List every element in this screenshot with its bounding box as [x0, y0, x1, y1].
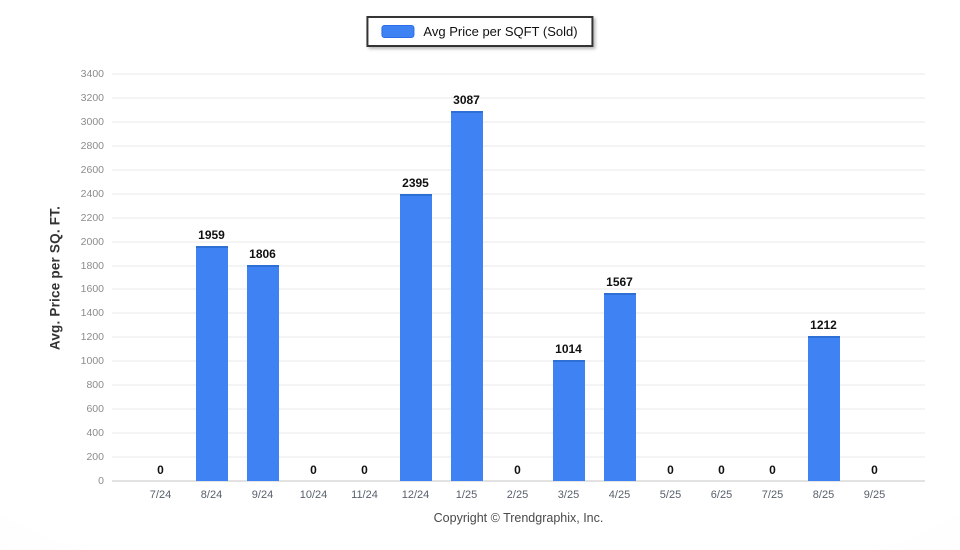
y-tick-label: 1400	[80, 307, 104, 320]
category-slot: 0 5/25	[645, 74, 696, 501]
y-tick-label: 2600	[80, 163, 104, 176]
category-slot: 0 2/25	[492, 74, 543, 501]
y-tick-label: 2000	[80, 235, 104, 248]
gridline	[112, 216, 925, 219]
plot-area: 0 7/24 1959 8/24 1806 9/24 0 10/24 0 11/24 2395 12/…	[112, 73, 925, 501]
legend-swatch-icon	[381, 25, 415, 38]
y-tick-label: 1600	[80, 283, 104, 296]
x-tick-label: 4/25	[608, 489, 631, 501]
x-tick-label: 8/24	[200, 489, 223, 501]
bar-12/24[interactable]	[399, 194, 432, 481]
category-slot: 1014 3/25	[543, 74, 594, 501]
bar-1/25[interactable]	[450, 111, 483, 481]
gridline	[112, 336, 925, 339]
value-label: 1014	[555, 342, 582, 356]
x-tick-label: 6/25	[710, 489, 733, 501]
gridline	[112, 384, 925, 387]
value-label: 3087	[453, 93, 480, 107]
legend-label: Avg Price per SQFT (Sold)	[423, 24, 578, 39]
gridline	[112, 408, 925, 411]
value-label: 0	[718, 463, 725, 477]
y-tick-label: 3000	[80, 115, 104, 128]
bar-4/25[interactable]	[603, 293, 636, 481]
category-slot: 1806 9/24	[237, 74, 288, 501]
category-slot: 1212 8/25	[798, 74, 849, 501]
gridline	[112, 480, 925, 482]
value-label: 1959	[198, 228, 225, 242]
value-label: 1567	[606, 275, 633, 289]
gridline	[112, 456, 925, 459]
value-label: 0	[310, 463, 317, 477]
x-tick-label: 12/24	[401, 489, 430, 501]
y-tick-label: 400	[86, 427, 104, 440]
category-slot: 3087 1/25	[441, 74, 492, 501]
bar-9/24[interactable]	[246, 265, 279, 481]
gridline	[112, 312, 925, 315]
category-slot: 1567 4/25	[594, 74, 645, 501]
gridline	[112, 432, 925, 435]
y-tick-label: 1000	[80, 355, 104, 368]
gridline	[112, 288, 925, 291]
y-tick-label: 3200	[80, 91, 104, 104]
y-tick-label: 3400	[80, 68, 104, 80]
category-slot: 0 11/24	[339, 74, 390, 501]
x-tick-label: 5/25	[659, 489, 682, 501]
y-tick-label: 2200	[80, 211, 104, 224]
gridline	[112, 192, 925, 195]
bar-8/24[interactable]	[195, 246, 228, 481]
value-label: 0	[157, 463, 164, 477]
value-label: 2395	[402, 176, 429, 190]
category-slot: 1959 8/24	[186, 74, 237, 501]
value-label: 0	[361, 463, 368, 477]
value-label: 1212	[810, 318, 837, 332]
y-tick-label: 1800	[80, 259, 104, 272]
value-label: 0	[514, 463, 521, 477]
x-tick-label: 11/24	[351, 489, 378, 501]
bar-slots: 0 7/24 1959 8/24 1806 9/24 0 10/24 0 11/24 2395 12/…	[135, 74, 900, 501]
gridline	[112, 264, 925, 267]
legend[interactable]: Avg Price per SQFT (Sold)	[366, 16, 594, 47]
gridline	[112, 120, 925, 123]
gridline	[112, 144, 925, 147]
x-tick-label: 10/24	[299, 489, 328, 501]
gridline	[112, 96, 925, 99]
y-tick-label: 2400	[80, 187, 104, 200]
bar-8/25[interactable]	[807, 336, 840, 481]
y-tick-label: 800	[86, 379, 104, 392]
category-slot: 0 6/25	[696, 74, 747, 501]
x-tick-label: 2/25	[506, 489, 529, 501]
y-tick-label: 0	[98, 475, 104, 487]
value-label: 0	[871, 463, 878, 477]
y-tick-label: 200	[86, 451, 104, 464]
value-label: 1806	[249, 247, 276, 261]
x-tick-label: 8/25	[812, 489, 835, 501]
y-axis-title: Avg. Price per SQ. FT.	[47, 205, 63, 351]
x-tick-label: 9/24	[251, 489, 274, 501]
category-slot: 0 9/25	[849, 74, 900, 501]
y-tick-label: 1200	[80, 331, 104, 344]
x-tick-label: 1/25	[455, 489, 478, 501]
gridline	[112, 73, 925, 75]
value-label: 0	[769, 463, 776, 477]
bar-3/25[interactable]	[552, 360, 585, 481]
category-slot: 2395 12/24	[390, 74, 441, 501]
y-tick-label: 600	[86, 403, 104, 416]
value-label: 0	[667, 463, 674, 477]
x-tick-label: 7/24	[149, 489, 172, 501]
x-tick-label: 7/25	[761, 489, 784, 501]
gridline	[112, 168, 925, 171]
category-slot: 0 7/25	[747, 74, 798, 501]
x-tick-label: 3/25	[557, 489, 580, 501]
gridline	[112, 360, 925, 363]
copyright-text: Copyright © Trendgraphix, Inc.	[433, 511, 604, 525]
category-slot: 0 10/24	[288, 74, 339, 501]
x-tick-label: 9/25	[863, 489, 886, 501]
gridline	[112, 240, 925, 243]
category-slot: 0 7/24	[135, 74, 186, 501]
y-tick-label: 2800	[80, 139, 104, 152]
